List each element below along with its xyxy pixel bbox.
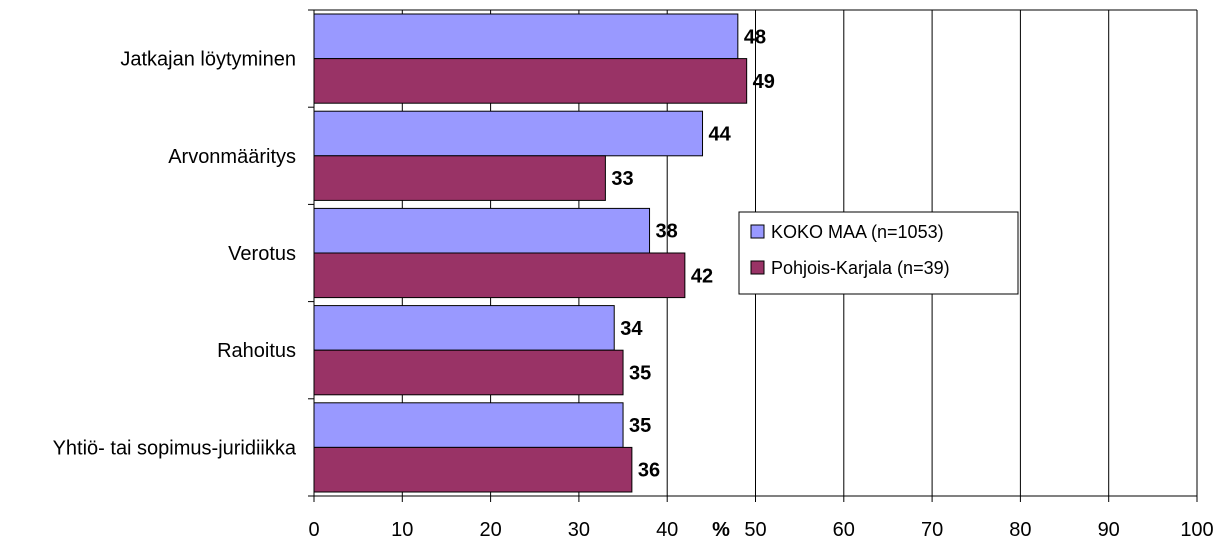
category-label: Jatkajan löytyminen [120,49,296,71]
data-label: 34 [620,318,643,340]
data-label: 35 [629,415,651,437]
data-label: 49 [753,71,775,93]
bar-koko-maa-1 [313,110,704,157]
x-axis-unit-label: % [712,519,730,541]
bar-koko-maa-4 [313,402,624,448]
x-tick-label: 70 [921,519,943,541]
x-tick-label: 80 [1009,519,1031,541]
legend-swatch [750,224,765,239]
bar-koko-maa-2 [313,207,651,254]
data-label: 33 [611,168,633,190]
x-tick-label: 50 [744,519,766,541]
data-labels: 48 49 44 33 38 42 34 35 35 36 [611,26,775,481]
legend: KOKO MAA (n=1053) Pohjois-Karjala (n=39) [738,211,1019,295]
legend-swatch [750,260,765,275]
category-label: Arvonmääritys [168,146,296,168]
data-label: 36 [638,460,660,482]
category-label: Verotus [228,243,296,265]
x-tick-label: 0 [308,519,319,541]
legend-box [738,211,1019,295]
x-tick-label: 40 [656,519,678,541]
data-label: 38 [656,221,678,243]
bar-pohjois-karjala-4 [313,446,633,493]
x-tick-label: 100 [1180,519,1213,541]
bar-koko-maa-0 [313,13,739,60]
category-label: Rahoitus [217,340,296,362]
x-tick-label: 30 [568,519,590,541]
bar-koko-maa-3 [313,305,615,351]
x-tick-label: 20 [479,519,501,541]
bar-pohjois-karjala-1 [313,155,606,201]
data-label: 44 [709,124,732,146]
x-axis-ticks: 0 10 20 30 40 50 60 70 80 90 100% [308,519,1213,541]
bar-pohjois-karjala-0 [313,58,748,104]
bar-pohjois-karjala-2 [313,252,686,299]
x-tick-label: 90 [1098,519,1120,541]
legend-label: Pohjois-Karjala (n=39) [771,258,950,278]
category-label: Yhtiö- tai sopimus-juridiikka [53,437,297,459]
data-label: 42 [691,265,713,287]
data-label: 35 [629,363,651,385]
bars [313,13,748,493]
data-label: 48 [744,26,766,48]
x-tick-label: 60 [833,519,855,541]
bar-pohjois-karjala-3 [313,349,624,396]
legend-label: KOKO MAA (n=1053) [771,222,944,242]
category-labels: Jatkajan löytyminen Arvonmääritys Verotus R… [53,49,297,460]
x-tick-label: 10 [391,519,413,541]
